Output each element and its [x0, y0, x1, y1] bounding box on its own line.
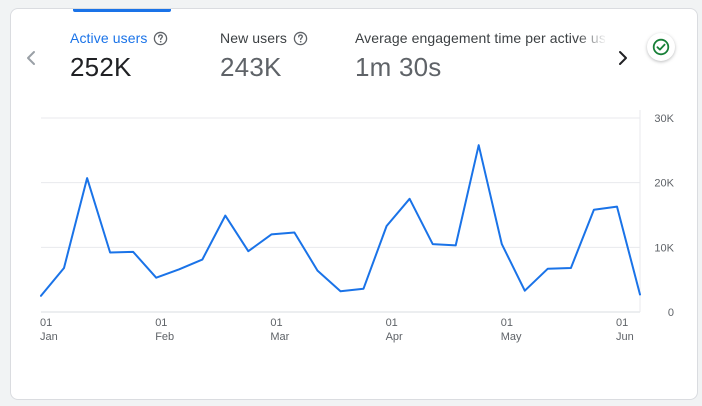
data-point[interactable]	[63, 267, 65, 269]
x-tick-month-label: Mar	[270, 331, 289, 343]
metric-tab-active-users[interactable]: Active users 252K	[70, 27, 168, 83]
data-point[interactable]	[432, 243, 434, 245]
x-tick-day-label: 01	[40, 317, 52, 329]
data-point[interactable]	[478, 144, 480, 146]
data-point[interactable]	[593, 209, 595, 211]
data-point[interactable]	[293, 231, 295, 233]
active-users-series-line	[40, 144, 641, 297]
data-point[interactable]	[86, 177, 88, 179]
data-point[interactable]	[409, 198, 411, 200]
data-point[interactable]	[178, 268, 180, 270]
active-users-line-chart: 0 10K 20K 30K 01 Jan 01 Feb 01 Mar 01 Apr 01 May 01 Jun	[40, 110, 675, 343]
data-point[interactable]	[155, 277, 157, 279]
metric-label: Active users	[70, 30, 148, 46]
metric-tab-engagement-time[interactable]: Average engagement time per active user …	[355, 27, 605, 83]
x-tick-month-label: Jun	[616, 331, 634, 343]
data-point[interactable]	[316, 270, 318, 272]
x-tick-month-label: Apr	[386, 331, 403, 343]
x-tick-day-label: 01	[270, 317, 282, 329]
overflow-fade	[577, 23, 607, 83]
data-point[interactable]	[524, 290, 526, 292]
data-point[interactable]	[109, 252, 111, 254]
y-tick-label: 20K	[654, 178, 674, 190]
data-point[interactable]	[639, 294, 641, 296]
data-point[interactable]	[386, 225, 388, 227]
x-tick-day-label: 01	[501, 317, 513, 329]
data-point[interactable]	[132, 251, 134, 253]
y-tick-label: 0	[668, 307, 674, 319]
data-point[interactable]	[270, 233, 272, 235]
x-tick-day-label: 01	[386, 317, 398, 329]
data-point[interactable]	[616, 206, 618, 208]
data-point[interactable]	[501, 243, 503, 245]
chevron-left-icon	[27, 51, 35, 65]
help-circle-icon[interactable]	[153, 31, 168, 46]
x-tick-day-label: 01	[155, 317, 167, 329]
x-tick-month-label: Jan	[40, 331, 58, 343]
data-point[interactable]	[340, 290, 342, 292]
help-circle-icon[interactable]	[293, 31, 308, 46]
metric-tab-new-users[interactable]: New users 243K	[220, 27, 308, 83]
active-users-card: Active users 252K New users 243K Average…	[10, 8, 698, 400]
previous-metric-button[interactable]	[19, 45, 43, 71]
data-point[interactable]	[224, 215, 226, 217]
x-tick-day-label: 01	[616, 317, 628, 329]
y-tick-label: 10K	[654, 242, 674, 254]
y-tick-label: 30K	[654, 113, 674, 125]
x-tick-month-label: May	[501, 331, 522, 343]
check-circle-icon	[652, 38, 670, 56]
data-quality-status-badge[interactable]	[647, 33, 675, 61]
data-point[interactable]	[40, 295, 42, 297]
metric-label: New users	[220, 30, 288, 46]
data-point[interactable]	[547, 268, 549, 270]
x-tick-month-label: Feb	[155, 331, 174, 343]
selected-tab-indicator	[73, 9, 171, 12]
metric-value: 252K	[70, 52, 132, 82]
next-metric-button[interactable]	[611, 45, 635, 71]
data-point[interactable]	[363, 288, 365, 290]
metric-label: Average engagement time per active user	[355, 30, 605, 46]
data-point[interactable]	[455, 244, 457, 246]
metric-value: 1m 30s	[355, 52, 442, 82]
data-point[interactable]	[201, 259, 203, 261]
metric-value: 243K	[220, 52, 282, 82]
data-point[interactable]	[570, 267, 572, 269]
data-point[interactable]	[247, 250, 249, 252]
chevron-right-icon	[619, 51, 627, 65]
